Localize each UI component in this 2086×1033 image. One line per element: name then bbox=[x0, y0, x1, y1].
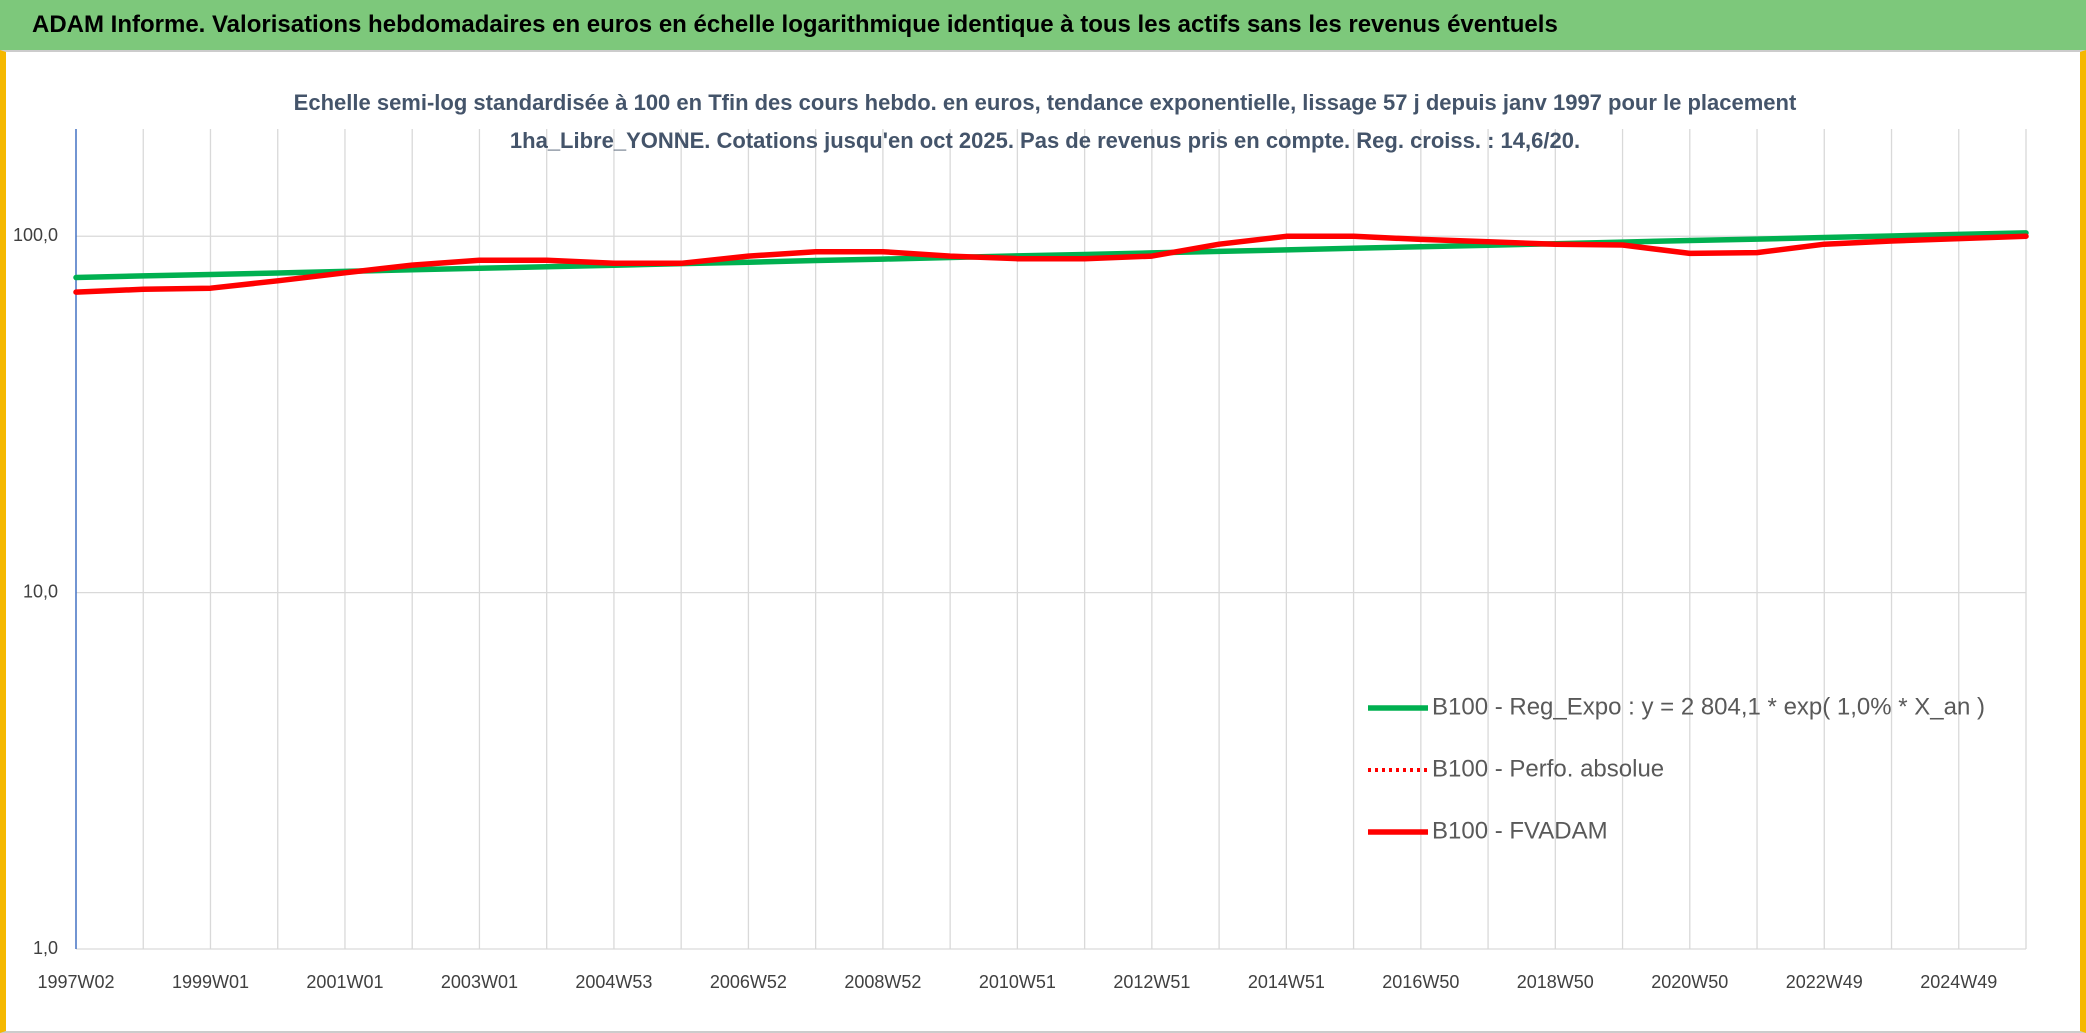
x-tick-label: 2018W50 bbox=[1517, 972, 1594, 992]
y-tick-label: 100,0 bbox=[13, 225, 58, 245]
x-tick-label: 2001W01 bbox=[306, 972, 383, 992]
y-tick-label: 1,0 bbox=[33, 938, 58, 958]
frame bbox=[0, 50, 2086, 1033]
x-tick-label: 2010W51 bbox=[979, 972, 1056, 992]
x-tick-label: 2004W53 bbox=[575, 972, 652, 992]
x-tick-label: 2014W51 bbox=[1248, 972, 1325, 992]
series-line bbox=[73, 233, 2029, 295]
y-tick-label: 10,0 bbox=[23, 581, 58, 601]
series-line bbox=[74, 234, 2028, 295]
header-title: ADAM Informe. Valorisations hebdomadaire… bbox=[0, 0, 2086, 50]
legend-label: B100 - Perfo. absolue bbox=[1432, 755, 1664, 782]
x-tick-label: 1999W01 bbox=[172, 972, 249, 992]
x-tick-label: 1997W02 bbox=[37, 972, 114, 992]
chart-subtitle: Echelle semi-log standardisée à 100 en T… bbox=[293, 90, 1797, 153]
legend-label: B100 - Reg_Expo : y = 2 804,1 * exp( 1,0… bbox=[1432, 693, 1985, 720]
series-line bbox=[73, 230, 2029, 281]
x-tick-label: 2003W01 bbox=[441, 972, 518, 992]
legend-label: B100 - FVADAM bbox=[1432, 817, 1608, 844]
x-tick-label: 2020W50 bbox=[1651, 972, 1728, 992]
x-tick-label: 2024W49 bbox=[1920, 972, 1997, 992]
x-tick-label: 2012W51 bbox=[1113, 972, 1190, 992]
x-tick-label: 2022W49 bbox=[1786, 972, 1863, 992]
x-tick-label: 2016W50 bbox=[1382, 972, 1459, 992]
x-tick-label: 2008W52 bbox=[844, 972, 921, 992]
x-tick-label: 2006W52 bbox=[710, 972, 787, 992]
